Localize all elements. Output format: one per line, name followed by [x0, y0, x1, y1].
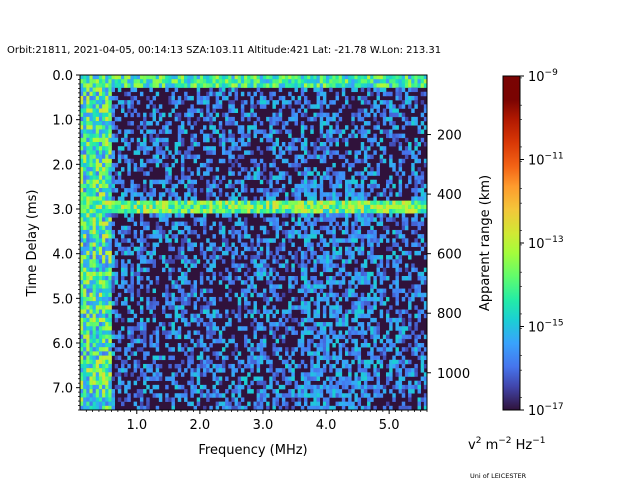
x-axis: 1.0 2.0 3.0 4.0 5.0 [85, 410, 428, 433]
y-tick-label: 3.0 [52, 203, 73, 218]
x-tick-label: 4.0 [316, 418, 337, 433]
x-tick-label: 1.0 [126, 418, 147, 433]
colorbar-tick-label: 10−13 [528, 235, 564, 252]
colorbar-tick-label: 10−17 [528, 402, 564, 419]
y-tick-label: 1.0 [52, 114, 73, 129]
y-tick-label: 6.0 [52, 337, 73, 352]
colorbar-unit-label: v2 m−2 Hz−1 [468, 436, 546, 453]
y2-axis: 200 400 600 800 1000 [427, 129, 470, 382]
y-tick-label: 0.0 [52, 69, 73, 84]
y-tick-label: 4.0 [52, 248, 73, 263]
x-tick-label: 2.0 [190, 418, 211, 433]
colorbar-tick-label: 10−11 [528, 152, 564, 169]
x-axis-label: Frequency (MHz) [198, 443, 307, 458]
y-tick-label: 5.0 [52, 292, 73, 307]
colorbar-tick-label: 10−15 [528, 319, 564, 336]
x-tick-label: 5.0 [379, 418, 400, 433]
y2-tick-label: 600 [437, 248, 462, 263]
y2-tick-label: 200 [437, 129, 462, 144]
y2-tick-label: 1000 [437, 367, 470, 382]
colorbar-tick-label: 10−9 [528, 68, 558, 85]
y2-tick-label: 400 [437, 188, 462, 203]
colorbar: 10−17 10−15 10−13 10−11 10−9 [502, 68, 564, 419]
y-tick-label: 7.0 [52, 382, 73, 397]
colorbar-gradient [502, 75, 521, 411]
heatmap-grid [80, 75, 427, 410]
colorbar-ticks: 10−17 10−15 10−13 10−11 10−9 [520, 68, 564, 419]
y2-tick-label: 800 [437, 307, 462, 322]
y-tick-label: 2.0 [52, 158, 73, 173]
credit-text: Uni of LEICESTER [470, 472, 527, 480]
y-axis-label: Time Delay (ms) [25, 190, 40, 298]
x-tick-label: 3.0 [253, 418, 274, 433]
plot-frame [79, 74, 428, 411]
y2-axis-label: Apparent range (km) [478, 175, 493, 311]
chart-title: Orbit:21811, 2021-04-05, 00:14:13 SZA:10… [7, 45, 441, 56]
y-axis: 0.0 1.0 2.0 3.0 4.0 5.0 6.0 7.0 [52, 69, 80, 411]
